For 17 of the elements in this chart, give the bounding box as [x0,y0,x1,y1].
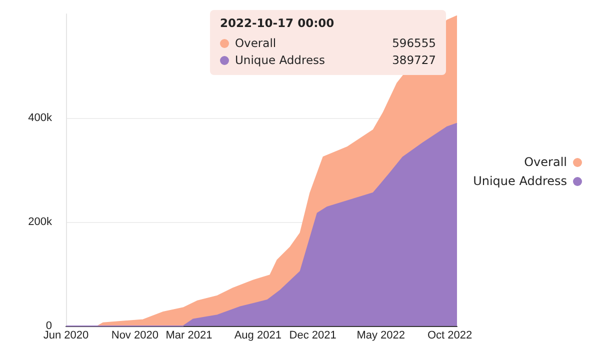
legend-label: Overall [235,35,278,52]
x-tick-label: Oct 2022 [427,330,472,342]
x-tick-label: Mar 2021 [166,330,212,342]
annotation: 2022-10-17 00:00 [220,16,336,30]
y-tick-label: 200k [28,216,52,228]
x-tick-label: Jun 2020 [43,330,89,342]
x-tick-label: May 2022 [356,330,406,342]
text: Unique Address [473,174,567,188]
x-tick-label: Nov 2020 [111,330,158,342]
annotation: 596555 [392,35,436,52]
y-tick-label: 0 [46,320,52,332]
y-tick-label: 400k [28,112,52,124]
text: Overall [524,155,567,169]
x-tick-label: Dec 2021 [289,330,336,342]
legend-label: Unique Address [235,52,326,69]
annotation: 389727 [392,52,436,69]
x-tick-label: Aug 2021 [234,330,282,342]
